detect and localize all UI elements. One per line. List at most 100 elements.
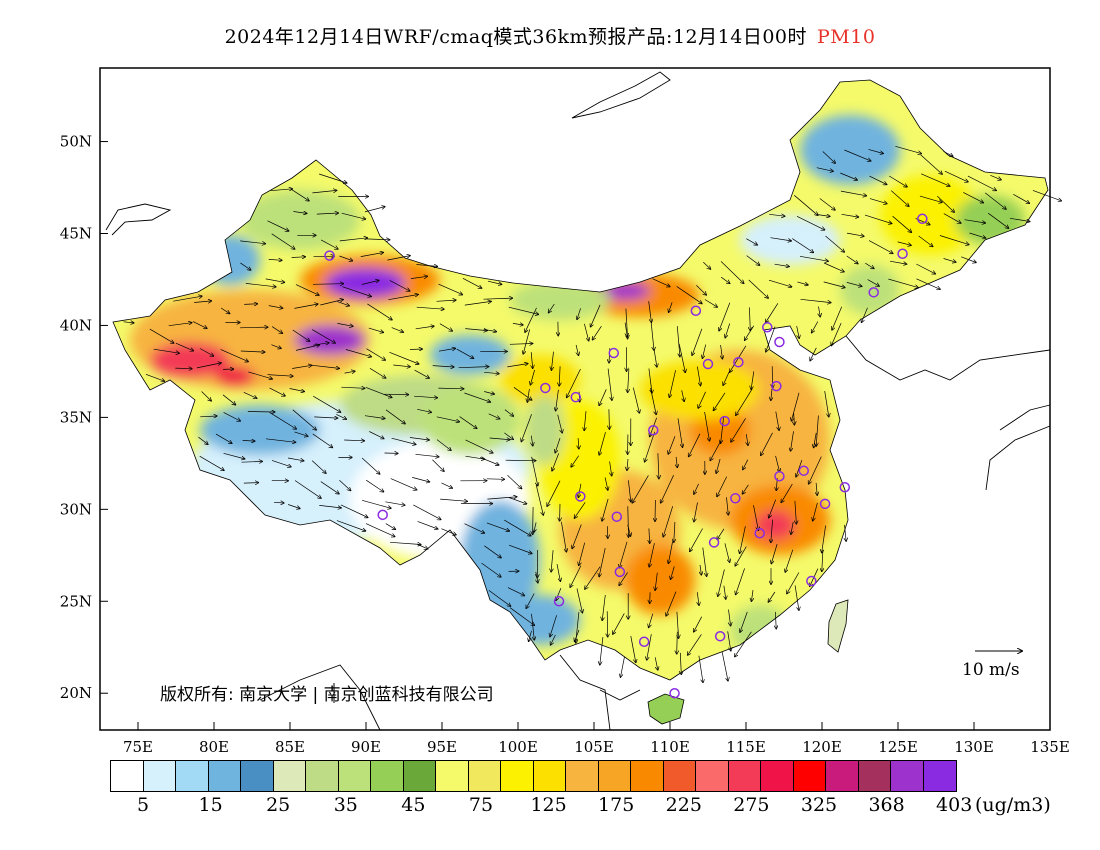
wind-vector — [984, 192, 1006, 209]
wind-vector — [240, 351, 265, 352]
wind-vector — [559, 366, 560, 386]
wind-vector — [740, 611, 748, 632]
wind-vector — [432, 459, 444, 472]
wind-vector — [599, 389, 607, 405]
wind-vector — [312, 329, 335, 343]
city-station-marker — [730, 493, 741, 504]
lon-tick-label: 110E — [650, 738, 690, 756]
wind-vector — [342, 286, 371, 297]
wind-vector — [465, 439, 493, 453]
copyright-text: 版权所有: 南京大学 | 南京创蓝科技有限公司 — [160, 685, 494, 705]
wind-vector — [943, 151, 953, 156]
wind-vector — [389, 351, 419, 364]
wind-vector — [388, 295, 418, 301]
city-station-marker — [540, 382, 551, 394]
legend-swatch — [501, 761, 534, 791]
wind-vector — [918, 235, 933, 247]
wind-vector — [577, 308, 581, 319]
wind-vector — [508, 497, 527, 504]
wind-vector — [390, 478, 417, 490]
wind-vector — [293, 212, 306, 214]
wind-vector — [292, 329, 310, 341]
wind-vector — [551, 550, 553, 572]
legend-swatch — [858, 761, 891, 791]
legend-swatch — [306, 761, 339, 791]
neighbor-coastlines — [105, 71, 1051, 731]
wind-vector — [153, 348, 180, 353]
wind-vector — [766, 326, 776, 352]
wind-vector — [696, 285, 706, 295]
wind-vector — [409, 437, 429, 441]
wind-vector — [819, 306, 821, 317]
wind-vector — [719, 302, 731, 331]
wind-vector — [337, 301, 349, 306]
wind-vector — [654, 657, 658, 670]
wind-vector — [337, 323, 353, 326]
wind-vector — [766, 303, 779, 322]
wind-vector — [865, 262, 874, 268]
wind-vector — [123, 322, 134, 323]
wind-vector — [721, 416, 725, 443]
wind-vector — [531, 435, 533, 446]
wind-vector — [823, 262, 844, 272]
wind-vector — [897, 241, 911, 245]
wind-vector — [819, 198, 835, 211]
wind-vector — [312, 433, 333, 448]
lon-tick-label: 100E — [498, 738, 538, 756]
wind-vector — [267, 375, 293, 377]
wind-vector — [220, 307, 230, 314]
legend-swatch — [176, 761, 209, 791]
wind-vector — [796, 459, 803, 477]
wind-vector — [823, 281, 845, 288]
wind-vector — [269, 387, 286, 396]
wind-vector — [525, 307, 537, 332]
wind-vector — [268, 259, 282, 260]
lat-tick-label: 45N — [60, 225, 92, 243]
wind-vector — [464, 523, 485, 533]
longitude-axis: 75E 80E 85E 90E 95E 100E 105E 110E 115E 120E 125E 1… — [123, 722, 1070, 756]
wind-vector — [794, 413, 795, 425]
wind-vector — [599, 432, 606, 455]
wind-vector — [271, 326, 282, 334]
wind-vector — [361, 457, 380, 474]
wind-vector — [746, 238, 757, 245]
wind-vector — [771, 544, 778, 564]
title-text: 2024年12月14日WRF/cmaq模式36km预报产品:12月14日00时 — [224, 26, 807, 48]
wind-vector — [694, 502, 698, 522]
wind-vector — [484, 391, 494, 395]
wind-vector — [316, 213, 339, 214]
legend-swatch — [696, 761, 729, 791]
wind-vector — [339, 255, 352, 261]
wind-vector — [220, 349, 249, 361]
wind-vector — [632, 475, 649, 503]
city-station-marker — [897, 248, 908, 259]
wind-vector — [713, 392, 726, 411]
legend-swatch — [891, 761, 924, 791]
wind-vector — [391, 327, 404, 333]
wind-vector — [313, 395, 340, 412]
legend-swatch — [566, 761, 599, 791]
wind-vector — [599, 548, 606, 577]
wind-vector — [967, 175, 996, 190]
city-station-marker — [324, 250, 335, 261]
wind-vector — [584, 323, 588, 341]
lon-tick-label: 90E — [351, 738, 381, 756]
wind-vector — [1032, 190, 1061, 200]
wind-vector — [483, 329, 497, 331]
wind-vector — [290, 188, 309, 201]
wind-vector — [723, 371, 730, 385]
wind-vector — [895, 145, 921, 153]
wind-vector — [271, 233, 295, 249]
wind-vector — [745, 325, 755, 341]
wind-vector — [889, 175, 907, 187]
wind-vector — [740, 526, 746, 553]
wind-vector — [720, 276, 730, 283]
wind-vector — [244, 304, 257, 305]
wind-vector — [648, 301, 652, 322]
hainan-island — [647, 693, 685, 725]
wind-vector — [533, 506, 534, 535]
wind-vector — [943, 258, 956, 263]
lon-tick-label: 130E — [954, 738, 994, 756]
wind-vector — [742, 484, 749, 494]
